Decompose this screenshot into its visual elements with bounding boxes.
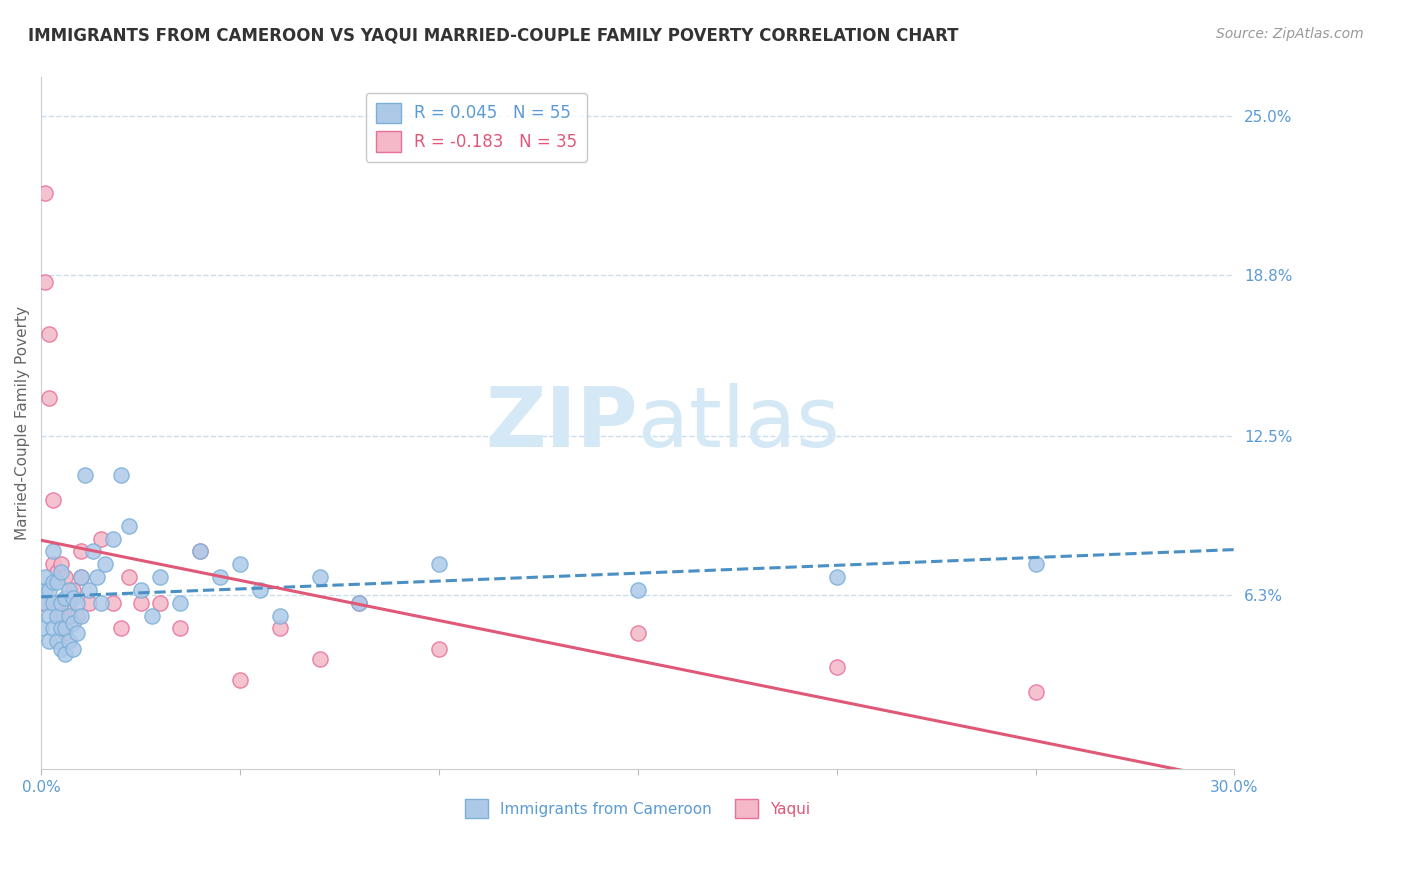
Point (1025, 558, 1047, 572)
Point (49, 558, 72, 572)
Point (42, 544, 65, 558)
Point (46, 596, 69, 610)
Point (149, 596, 172, 610)
Point (49, 621, 72, 635)
Point (58, 596, 80, 610)
Point (169, 596, 191, 610)
Point (70, 570, 93, 584)
Point (627, 626, 650, 640)
Point (229, 673, 252, 687)
Point (141, 608, 163, 623)
Point (427, 558, 450, 572)
Point (627, 582, 650, 597)
Y-axis label: Married-Couple Family Poverty: Married-Couple Family Poverty (15, 306, 30, 541)
Point (169, 621, 191, 635)
Point (188, 544, 211, 558)
Point (38, 608, 60, 623)
Point (53, 570, 76, 584)
Point (70, 570, 93, 584)
Point (62, 591, 84, 605)
Point (86, 570, 108, 584)
Point (34, 582, 56, 597)
Point (53, 591, 76, 605)
Point (66, 626, 89, 640)
Point (42, 575, 65, 590)
Text: ZIP: ZIP (485, 383, 638, 464)
Text: IMMIGRANTS FROM CAMEROON VS YAQUI MARRIED-COUPLE FAMILY POVERTY CORRELATION CHAR: IMMIGRANTS FROM CAMEROON VS YAQUI MARRIE… (28, 27, 959, 45)
Point (90, 532, 112, 546)
Point (34, 186, 56, 200)
Point (38, 634, 60, 648)
Point (209, 570, 232, 584)
Point (308, 570, 330, 584)
Point (49, 608, 72, 623)
Point (34, 276, 56, 290)
Point (42, 621, 65, 635)
Point (77, 596, 100, 610)
Point (53, 626, 76, 640)
Point (42, 596, 65, 610)
Point (825, 570, 848, 584)
Point (188, 544, 211, 558)
Point (269, 621, 291, 635)
Point (77, 582, 100, 597)
Point (62, 582, 84, 597)
Point (30, 621, 52, 635)
Point (58, 582, 80, 597)
Point (825, 660, 848, 674)
Point (427, 641, 450, 656)
Point (70, 608, 93, 623)
Point (49, 596, 72, 610)
Text: atlas: atlas (638, 383, 839, 464)
Point (62, 641, 84, 656)
Point (38, 326, 60, 341)
Point (46, 608, 69, 623)
Point (110, 467, 132, 482)
Point (101, 596, 124, 610)
Point (42, 493, 65, 508)
Point (1025, 685, 1047, 699)
Point (53, 647, 76, 661)
Point (129, 582, 152, 597)
Point (70, 544, 93, 558)
Point (117, 570, 139, 584)
Point (229, 558, 252, 572)
Point (110, 621, 132, 635)
Point (349, 596, 371, 610)
Point (58, 608, 80, 623)
Point (62, 616, 84, 631)
Point (94, 558, 117, 572)
Point (349, 596, 371, 610)
Legend: Immigrants from Cameroon, Yaqui: Immigrants from Cameroon, Yaqui (460, 793, 817, 824)
Point (38, 391, 60, 405)
Point (90, 596, 112, 610)
Point (38, 582, 60, 597)
Point (101, 532, 124, 546)
Point (34, 570, 56, 584)
Point (34, 596, 56, 610)
Point (129, 596, 152, 610)
Point (73, 467, 96, 482)
Point (308, 652, 330, 666)
Point (46, 575, 69, 590)
Point (58, 634, 80, 648)
Point (149, 570, 172, 584)
Point (66, 596, 89, 610)
Point (46, 565, 69, 579)
Point (53, 621, 76, 635)
Point (42, 558, 65, 572)
Point (49, 565, 72, 579)
Point (66, 608, 89, 623)
Point (82, 544, 104, 558)
Point (46, 634, 69, 648)
Point (49, 641, 72, 656)
Point (30, 596, 52, 610)
Point (269, 608, 291, 623)
Point (117, 519, 139, 533)
Point (249, 582, 271, 597)
Text: Source: ZipAtlas.com: Source: ZipAtlas.com (1216, 27, 1364, 41)
